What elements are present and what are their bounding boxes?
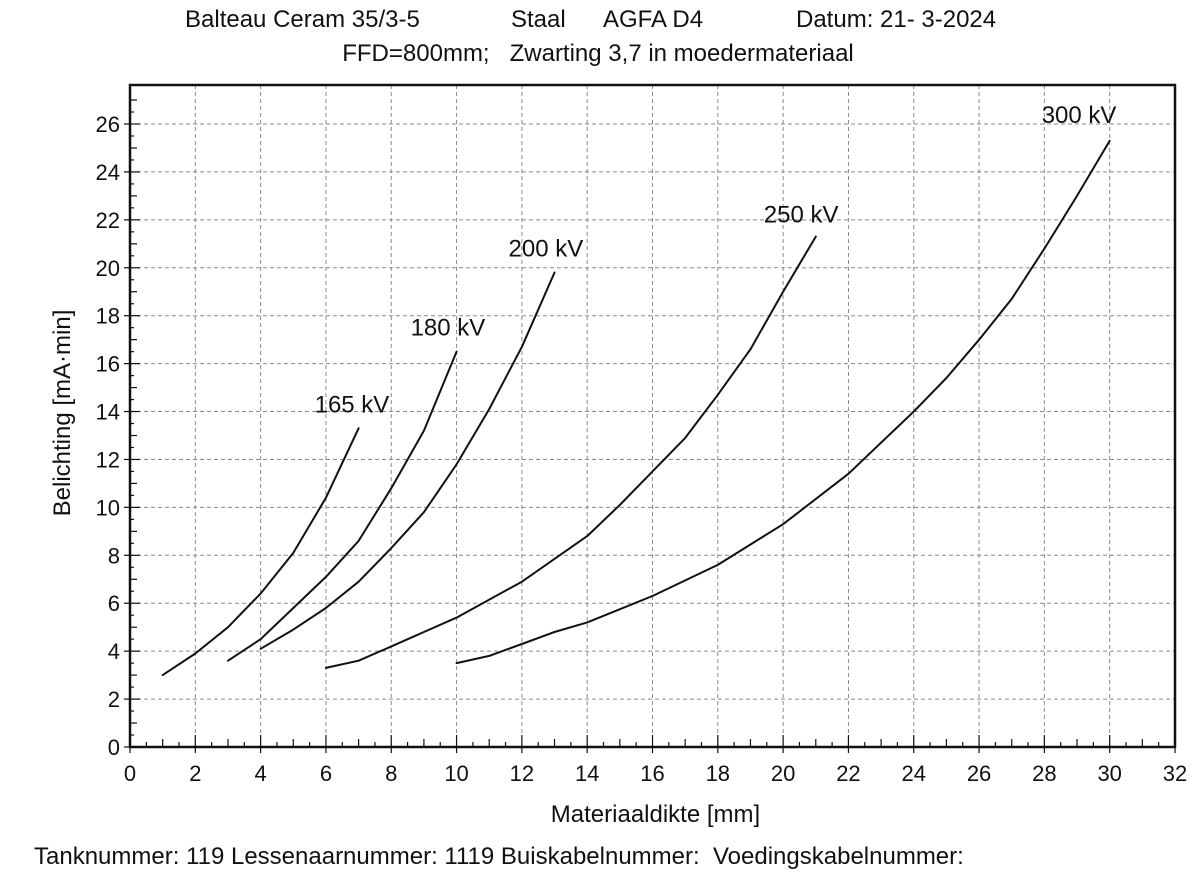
grid [130, 85, 1175, 747]
axis-ticks [124, 99, 1176, 753]
y-tick-label: 16 [96, 352, 120, 377]
x-tick-label: 20 [771, 761, 795, 786]
curve-250-kv [324, 235, 817, 669]
y-tick-label: 26 [96, 112, 120, 137]
title-film: AGFA D4 [603, 6, 704, 33]
x-tick-label: 32 [1163, 761, 1187, 786]
exposure-curves: 165 kV 180 kV 200 kV 250 kV 300 kV [161, 102, 1117, 677]
y-tick-label: 20 [96, 256, 120, 281]
curve-200-kv [259, 271, 556, 650]
x-axis-title: Materiaaldikte [mm] [551, 801, 760, 828]
curve-label: 165 kV [315, 391, 390, 418]
x-tick-label: 24 [902, 761, 926, 786]
curve-180-kv [227, 350, 458, 662]
x-tick-label: 18 [706, 761, 730, 786]
y-tick-label: 22 [96, 208, 120, 233]
x-tick-label: 28 [1032, 761, 1056, 786]
x-tick-label: 6 [320, 761, 332, 786]
y-tick-label: 6 [108, 591, 120, 616]
footer-info: Tanknummer: 119 Lessenaarnummer: 1119 Bu… [34, 843, 964, 870]
y-tick-label: 12 [96, 447, 120, 472]
y-tick-label: 24 [96, 160, 120, 185]
y-tick-label: 14 [96, 400, 120, 425]
chart-title: Balteau Ceram 35/3-5 Staal AGFA D4 Datum… [0, 6, 1196, 38]
y-tick-label: 4 [108, 639, 120, 664]
y-tick-label: 10 [96, 495, 120, 520]
x-tick-label: 14 [575, 761, 599, 786]
x-tick-label: 4 [255, 761, 267, 786]
curve-label: 180 kV [411, 315, 486, 342]
chart-subtitle: FFD=800mm; Zwarting 3,7 in moedermateria… [342, 40, 854, 67]
x-tick-label: 16 [640, 761, 664, 786]
y-axis-title: Belichting [mA·min] [49, 310, 76, 517]
curve-300-kv [455, 139, 1111, 665]
x-tick-label: 8 [385, 761, 397, 786]
x-tick-label: 30 [1097, 761, 1121, 786]
x-tick-label: 22 [836, 761, 860, 786]
curve-label: 200 kV [509, 236, 584, 263]
curve-label: 250 kV [764, 202, 839, 229]
x-tick-label: 10 [444, 761, 468, 786]
y-tick-label: 0 [108, 735, 120, 760]
y-tick-label: 18 [96, 304, 120, 329]
curve-label: 300 kV [1042, 102, 1117, 129]
tick-labels: 0 2 4 6 8 10 12 14 16 18 20 22 24 26 28 30 3202468101214… [96, 112, 1188, 786]
title-device: Balteau Ceram 35/3-5 [185, 6, 420, 33]
x-tick-label: 0 [124, 761, 136, 786]
y-tick-label: 2 [108, 687, 120, 712]
curve-165-kv [161, 427, 360, 677]
x-tick-label: 12 [510, 761, 534, 786]
y-tick-label: 8 [108, 543, 120, 568]
title-date: Datum: 21- 3-2024 [796, 6, 997, 33]
x-tick-label: 2 [189, 761, 201, 786]
title-material: Staal [511, 6, 566, 33]
x-tick-label: 26 [967, 761, 991, 786]
